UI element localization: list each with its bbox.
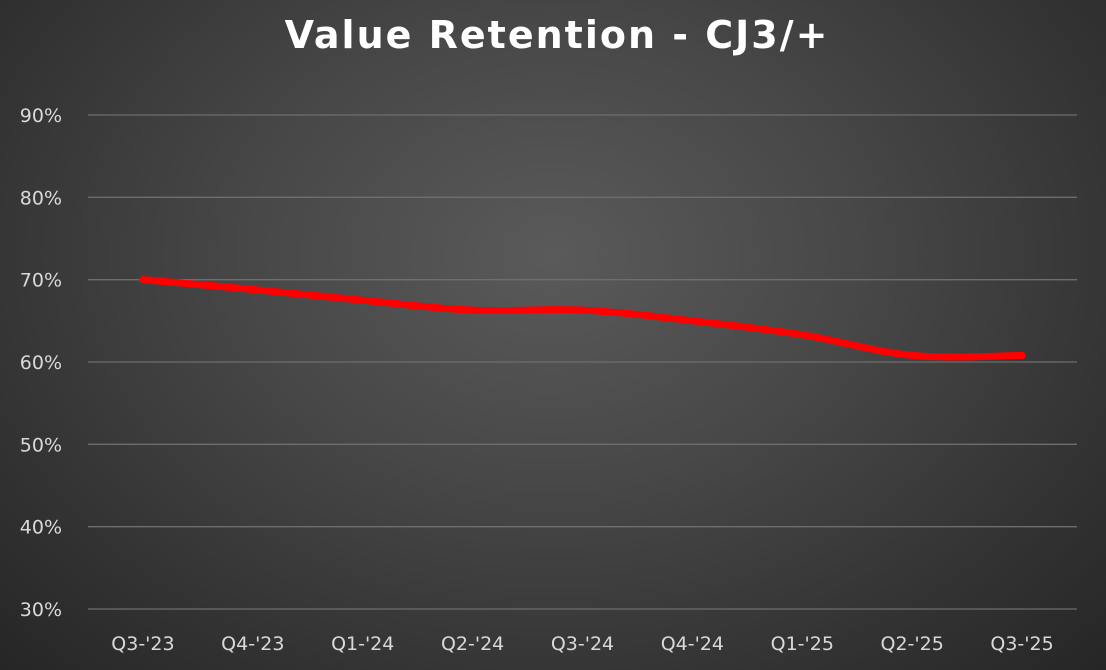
data-point [359,296,367,304]
data-point [798,331,806,339]
y-tick-label: 30% [20,599,62,621]
x-axis-tick-labels: Q3-'23 Q4-'23 Q1-'24 Q2-'24 Q3-'24 Q4-'24 Q1-'… [111,633,1053,655]
y-tick-label: 80% [20,187,62,209]
x-tick-label: Q4-'24 [661,633,724,655]
x-tick-label: Q2-'25 [881,633,944,655]
x-tick-label: Q3-'24 [551,633,614,655]
series-line-0 [139,276,1026,361]
gridlines [88,114,1077,610]
data-point [579,306,586,314]
data-point [469,306,477,314]
x-tick-label: Q1-'24 [331,633,394,655]
data-point [1018,351,1026,359]
chart-title: Value Retention - CJ3/+ [285,13,830,57]
data-point [688,317,696,325]
y-tick-label: 90% [20,105,62,127]
y-tick-label: 70% [20,270,62,292]
x-tick-label: Q3-'23 [111,633,174,655]
data-point [908,351,916,359]
x-tick-label: Q4-'23 [221,633,284,655]
series-lines [139,276,1026,361]
y-tick-label: 60% [20,352,62,374]
data-point [249,286,257,294]
data-point [139,276,147,284]
x-tick-label: Q2-'24 [441,633,504,655]
x-tick-label: Q3-'25 [990,633,1053,655]
y-tick-label: 40% [20,517,62,539]
x-tick-label: Q1-'25 [771,633,834,655]
y-tick-label: 50% [20,434,62,456]
y-axis-tick-labels: 30% 40% 50% 60% 70% 80% 90% [20,105,62,621]
